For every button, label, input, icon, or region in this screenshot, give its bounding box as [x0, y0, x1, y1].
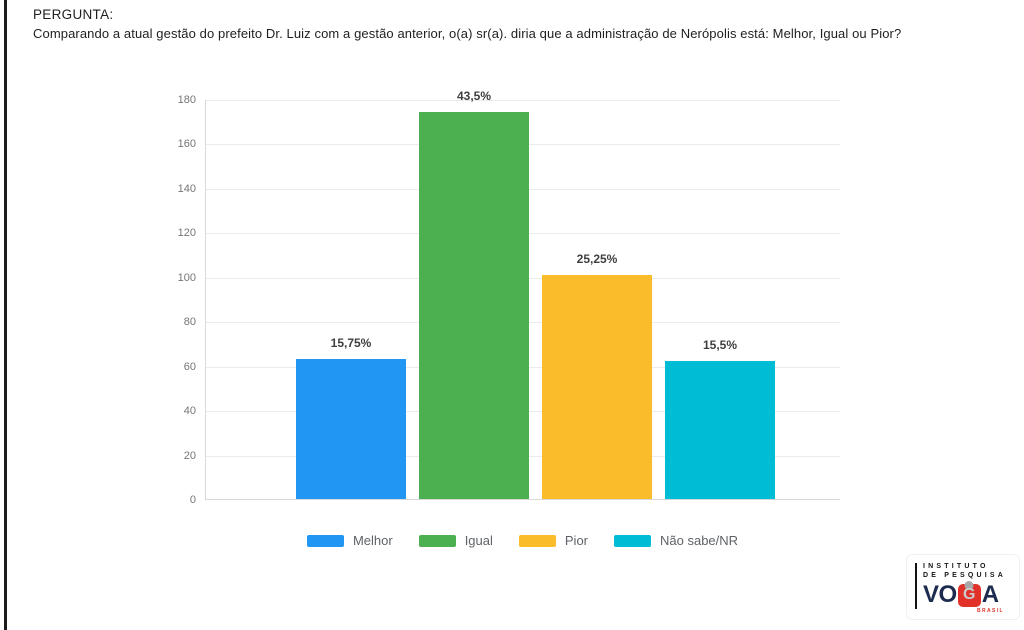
y-axis-tick-140: 140 [177, 182, 196, 195]
legend-swatch-nao-sabe-nr [614, 534, 652, 547]
legend-swatch-melhor [306, 534, 344, 547]
bar-value-label-igual: 43,5% [456, 89, 492, 104]
voga-g-ring-icon [964, 580, 974, 590]
logo-institute-line2: DE PESQUISA [923, 572, 1007, 579]
legend-label-igual: Igual [464, 533, 493, 548]
question-text: Comparando a atual gestão do prefeito Dr… [33, 26, 902, 41]
voga-logo: INSTITUTO DE PESQUISA VO G A BRASIL [906, 554, 1020, 620]
y-axis-tick-20: 20 [183, 449, 196, 462]
bar-nao-sabe-nr [665, 361, 775, 499]
plot-area: 0 20 40 60 80 100 120 140 160 180 15,75% 43,5% 25,25… [178, 89, 840, 506]
bar-melhor [296, 359, 406, 499]
legend: Melhor Igual Pior Não sabe/NR [205, 533, 840, 548]
bar-value-label-melhor: 15,75% [330, 336, 372, 350]
y-axis-tick-120: 120 [177, 227, 196, 240]
bar-igual [419, 112, 529, 499]
legend-label-nao-sabe-nr: Não sabe/NR [660, 533, 739, 548]
voga-wordmark: VO G A [923, 580, 1014, 608]
voga-text-a: A [981, 581, 999, 608]
logo-country: BRASIL [976, 608, 1004, 614]
bar-pior [542, 274, 652, 499]
legend-swatch-pior [518, 534, 556, 547]
legend-item-nao-sabe-nr: Não sabe/NR [614, 533, 738, 548]
voga-g-icon: G [957, 580, 981, 607]
gridline-180 [206, 100, 840, 101]
y-axis-tick-0: 0 [189, 494, 196, 506]
legend-item-pior: Pior [518, 533, 589, 548]
question-label: PERGUNTA: [33, 7, 114, 22]
voga-g-letter: G [962, 586, 976, 603]
voga-text-vo: VO [923, 581, 957, 608]
legend-label-pior: Pior [564, 533, 589, 548]
y-axis-tick-160: 160 [177, 138, 196, 151]
bar-value-label-pior: 25,25% [576, 251, 618, 266]
legend-item-igual: Igual [418, 533, 493, 548]
logo-institute-line1: INSTITUTO [923, 563, 989, 570]
y-axis-tick-40: 40 [183, 405, 196, 418]
legend-item-melhor: Melhor [306, 533, 393, 548]
y-axis-tick-100: 100 [177, 271, 196, 284]
y-axis-tick-80: 80 [183, 316, 196, 329]
question-header: PERGUNTA: Comparando a atual gestão do p… [33, 7, 1016, 41]
logo-content: INSTITUTO DE PESQUISA VO G A BRASIL [923, 562, 1014, 614]
bar-value-label-nao-sabe-nr: 15,5% [702, 338, 738, 353]
legend-label-melhor: Melhor [352, 533, 393, 548]
y-axis-tick-180: 180 [177, 94, 196, 106]
logo-divider-bar [915, 563, 917, 609]
left-border-line [4, 0, 7, 630]
legend-swatch-igual [418, 534, 456, 547]
y-axis-tick-60: 60 [183, 360, 196, 373]
